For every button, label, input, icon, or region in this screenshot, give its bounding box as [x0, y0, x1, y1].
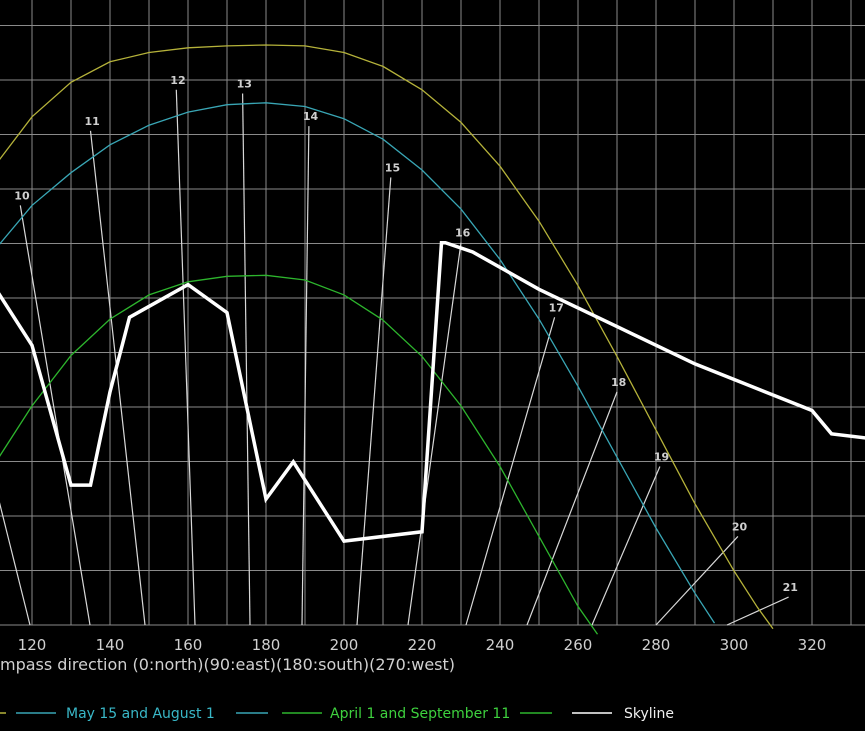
x-tick-labels: 120 140 160 180 200 220 240 260 280 300 320: [18, 636, 827, 654]
hour-label: 21: [783, 581, 798, 594]
x-tick-label: 160: [174, 636, 203, 654]
hour-line: [175, 89, 196, 626]
series-line-3: [0, 240, 865, 543]
series-lines: [0, 44, 865, 635]
legend-label: May 15 and August 1: [66, 706, 215, 722]
hour-line: [655, 536, 739, 626]
legend-label: April 1 and September 11: [330, 706, 510, 722]
hour-label: 15: [385, 161, 400, 174]
x-tick-label: 120: [18, 636, 47, 654]
hour-label: 11: [85, 115, 100, 128]
x-tick-label: 200: [330, 636, 359, 654]
x-tick-label: 280: [642, 636, 671, 654]
hour-label: 13: [237, 78, 252, 91]
x-axis-label: mpass direction (0:north)(90:east)(180:s…: [0, 655, 455, 674]
x-tick-label: 140: [96, 636, 125, 654]
series-line-2: [0, 274, 599, 635]
hour-line: [242, 93, 251, 626]
x-tick-label: 220: [408, 636, 437, 654]
series-line-1: [0, 102, 716, 624]
x-tick-label: 260: [564, 636, 593, 654]
hour-label: 16: [455, 227, 471, 240]
series-line-0: [0, 44, 774, 630]
hour-line: [89, 130, 146, 626]
hour-line: [407, 242, 462, 626]
x-tick-label: 300: [720, 636, 749, 654]
hour-line: [726, 596, 789, 626]
hour-line: [301, 126, 310, 626]
x-tick-label: 240: [486, 636, 515, 654]
hour-line: [356, 177, 392, 626]
legend-label: Skyline: [624, 706, 674, 722]
hour-line: [0, 502, 31, 626]
x-tick-label: 180: [252, 636, 281, 654]
hour-label: 10: [14, 189, 30, 202]
hour-line: [591, 466, 661, 626]
hour-line: [465, 317, 556, 626]
legend: May 15 and August 1 April 1 and September…: [0, 706, 674, 722]
hour-lines: 9101112131415161718192021: [0, 74, 798, 626]
hour-line: [526, 391, 618, 626]
hour-label: 19: [654, 450, 669, 463]
hour-line: [19, 205, 91, 626]
x-tick-label: 320: [798, 636, 827, 654]
hour-label: 14: [303, 110, 319, 123]
hour-label: 12: [170, 74, 185, 87]
hour-label: 20: [732, 520, 748, 533]
hour-label: 18: [611, 376, 626, 389]
hour-label: 17: [549, 301, 564, 314]
